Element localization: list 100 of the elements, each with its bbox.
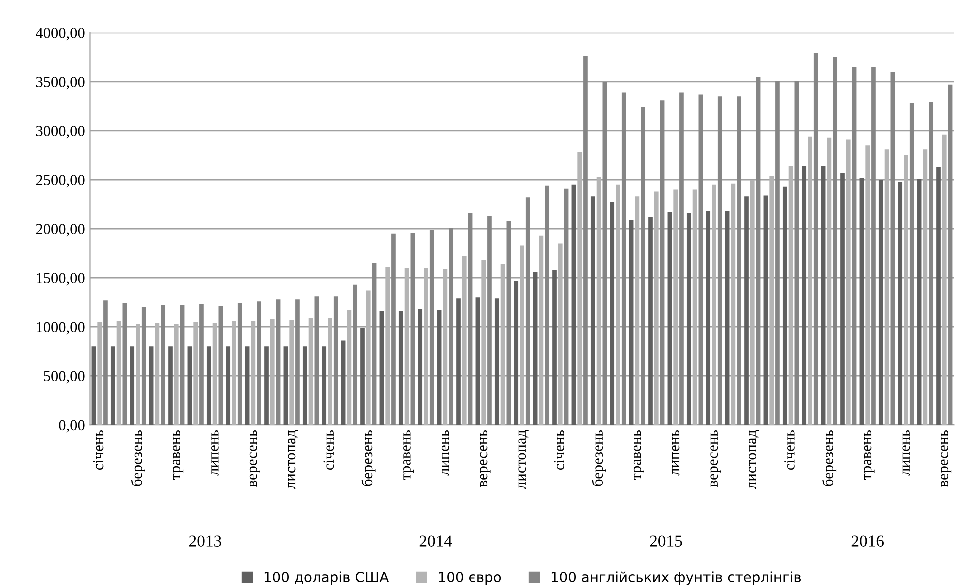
y-tick-label: 1000,00 (37, 322, 85, 335)
bar (92, 346, 96, 426)
x-tick-label: листопад (288, 430, 298, 490)
bar (680, 92, 684, 426)
bar (878, 180, 884, 426)
bar (476, 298, 480, 426)
bar (482, 260, 486, 426)
bar (794, 80, 800, 426)
y-tick-label: 2000,00 (36, 224, 85, 237)
bar (821, 166, 826, 426)
legend-label: 100 доларів США (264, 572, 390, 586)
bar (814, 54, 818, 426)
bar (302, 346, 308, 426)
bar (917, 179, 922, 426)
bar (737, 96, 742, 426)
bar (188, 346, 192, 426)
bar (270, 319, 275, 426)
x-tick-label: січень (784, 430, 795, 470)
bar (232, 321, 236, 426)
bar (776, 80, 780, 426)
bar (212, 323, 218, 426)
bar (706, 211, 711, 426)
bar (494, 298, 500, 426)
bar (130, 346, 135, 426)
x-tick-label: липень (672, 430, 680, 476)
bar (308, 318, 314, 426)
bar (602, 82, 608, 426)
bar (347, 310, 352, 426)
bar (764, 196, 768, 426)
bar (264, 346, 269, 426)
x-tick-label: березень (592, 430, 606, 486)
bar (890, 72, 896, 426)
bar (520, 246, 524, 426)
bar (948, 84, 953, 426)
bar (161, 306, 166, 426)
bar (686, 213, 692, 426)
x-tick-label: березень (131, 430, 146, 486)
x-tick-label: липень (442, 430, 450, 476)
bar (514, 280, 519, 426)
bar (750, 180, 755, 426)
y-tick-label: 1500,00 (37, 273, 85, 286)
text: 2014 (420, 536, 452, 547)
bar (660, 100, 665, 426)
y-tick-label: 3000,00 (36, 126, 85, 139)
bar (245, 346, 250, 426)
bar (206, 346, 212, 426)
bar (180, 306, 185, 426)
bar (353, 284, 358, 426)
legend-label: 100 євро (439, 572, 502, 586)
bar (314, 296, 320, 426)
bar (744, 196, 749, 426)
bar (756, 77, 761, 426)
bar (852, 67, 857, 426)
bar (284, 346, 288, 426)
bar (635, 196, 640, 426)
bar (674, 190, 678, 426)
bar (833, 57, 838, 426)
bar (149, 346, 154, 426)
bar (533, 272, 538, 426)
bar (360, 328, 365, 426)
bar (506, 221, 512, 426)
bar (564, 188, 569, 426)
bar (122, 304, 128, 426)
y-tick-label: 500,00 (44, 371, 85, 384)
bar (770, 176, 774, 426)
x-tick-label: березень (362, 430, 376, 486)
text: 2016 (852, 536, 884, 547)
bar (718, 96, 722, 426)
bar (462, 256, 467, 426)
bar (290, 320, 294, 426)
x-tick-label: січень (93, 430, 104, 470)
bar (341, 340, 346, 426)
bar (104, 300, 108, 426)
bar (622, 92, 626, 426)
x-tick-label: травень (404, 430, 414, 480)
bar (168, 346, 173, 426)
bar (648, 217, 653, 426)
bar (923, 150, 928, 426)
bar (788, 166, 794, 426)
y-tick-label: 3500,00 (36, 77, 85, 90)
x-tick-label: вересень (250, 430, 260, 488)
x-tick-label: липень (902, 430, 910, 476)
bar (142, 307, 146, 426)
bar (898, 182, 903, 426)
bar (194, 322, 198, 426)
bar (629, 220, 634, 426)
bar (372, 263, 377, 426)
bar (418, 309, 423, 426)
x-tick-label: травень (173, 430, 184, 480)
bar (296, 300, 300, 426)
bar (456, 298, 461, 426)
bar (584, 56, 588, 426)
bar (904, 155, 908, 426)
x-tick-label: травень (864, 430, 875, 480)
bar (410, 232, 416, 426)
x-tick-label: вересень (941, 430, 952, 488)
bar (404, 268, 410, 426)
bar (251, 321, 256, 426)
bar (910, 104, 914, 426)
bar (782, 186, 788, 426)
